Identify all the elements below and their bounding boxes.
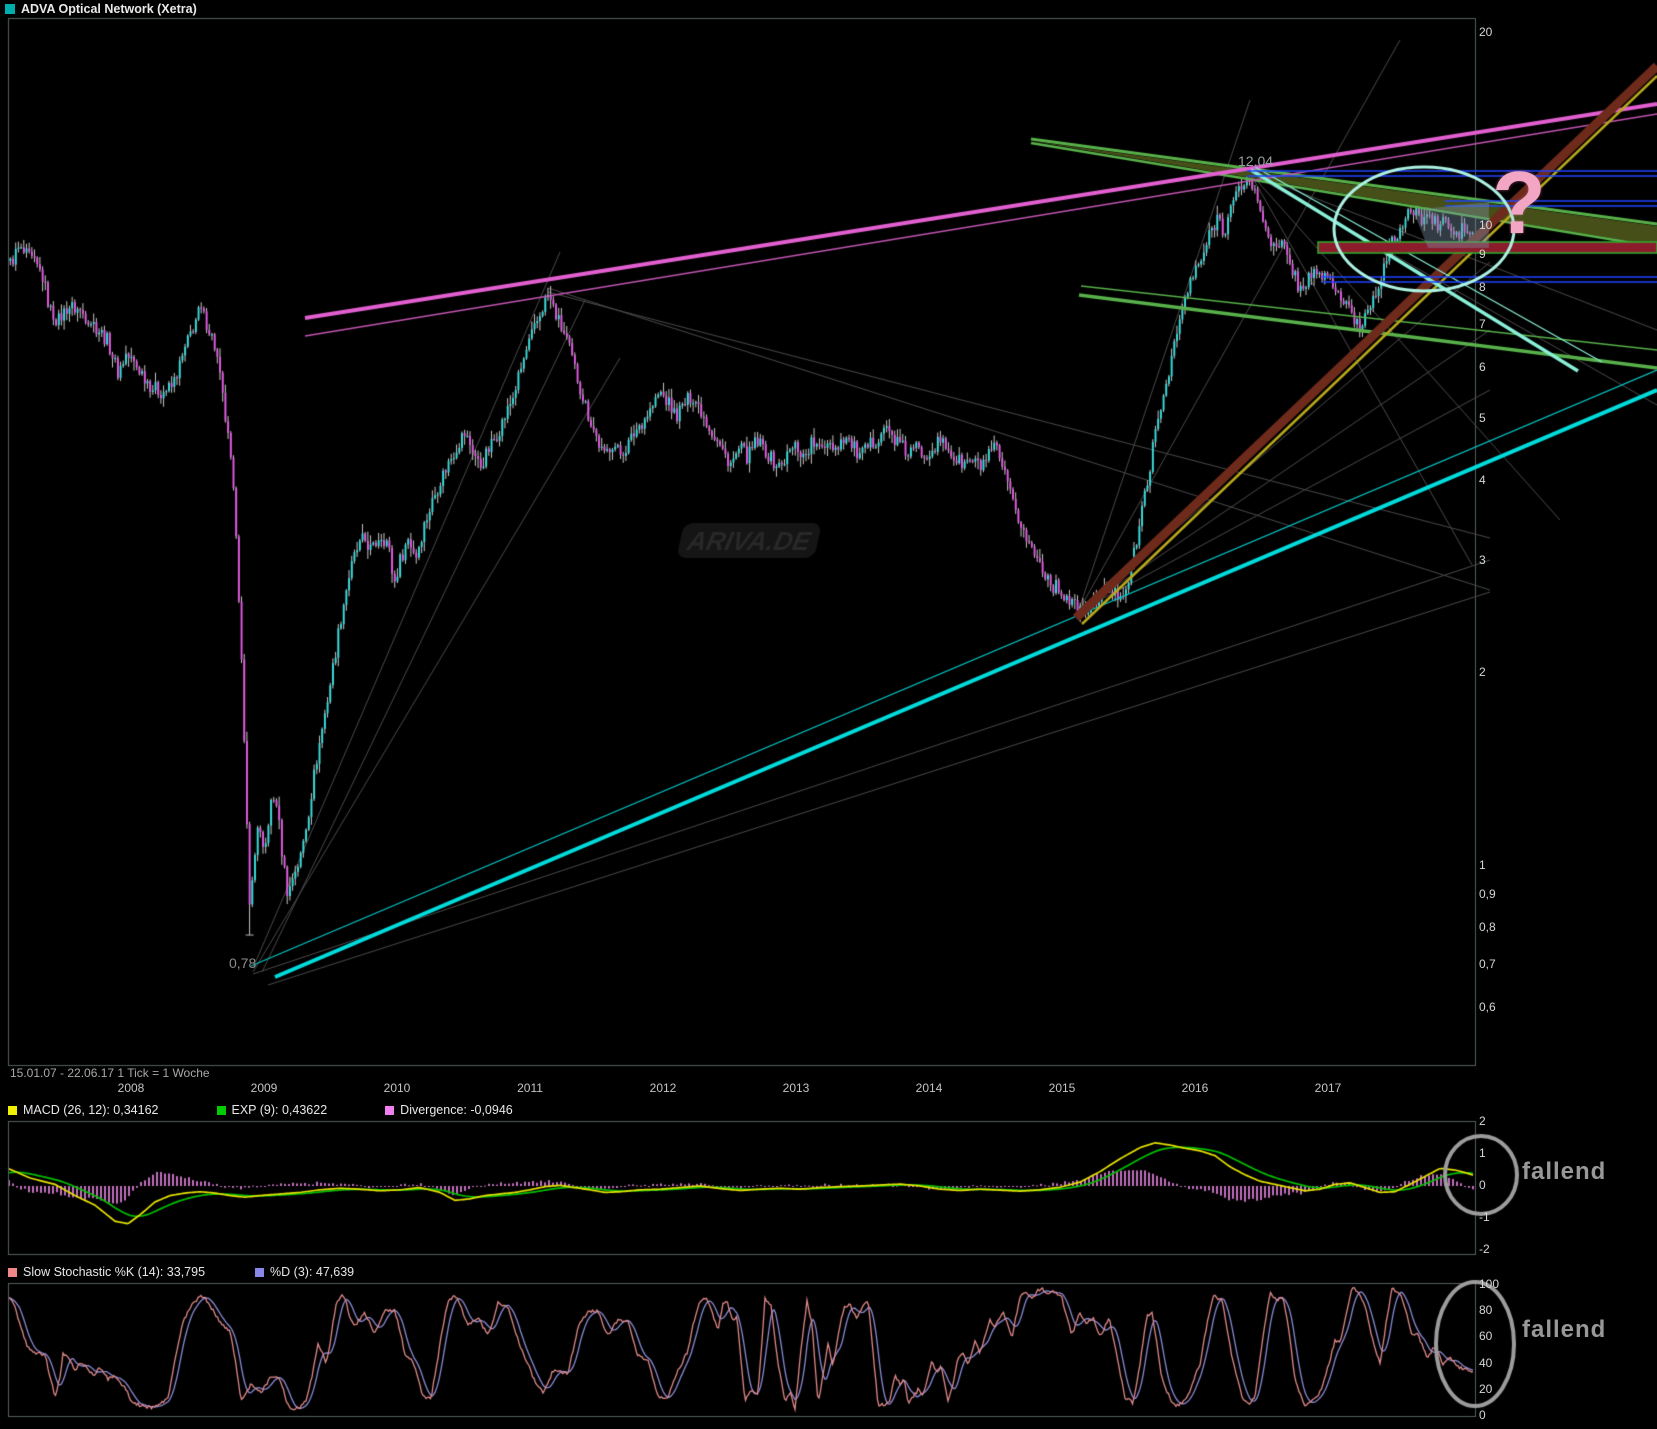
year-axis-label: 2010 <box>383 1081 411 1095</box>
price-axis-label: 3 <box>1479 552 1486 567</box>
year-axis-label: 2012 <box>649 1081 677 1095</box>
macd-axis-label: -2 <box>1479 1242 1490 1256</box>
price-axis-label: 0,7 <box>1479 957 1496 972</box>
macd-axis-label: 1 <box>1479 1146 1486 1160</box>
price-axis-label: 9 <box>1479 247 1486 262</box>
series-marker-icon <box>5 4 15 14</box>
stoch-d-legend-swatch-icon <box>255 1267 265 1277</box>
question-mark-annotation: ? <box>1492 153 1546 252</box>
high-price-annotation: 12,04 <box>1238 153 1274 169</box>
price-axis-label: 6 <box>1479 359 1486 374</box>
divergence-legend-swatch-icon <box>385 1105 395 1115</box>
year-axis-label: 2008 <box>117 1081 145 1095</box>
price-axis-label: 4 <box>1479 472 1486 487</box>
low-price-annotation: 0,78 <box>229 955 257 971</box>
macd-axis-label: -1 <box>1479 1210 1490 1224</box>
price-axis-label: 10 <box>1479 218 1493 232</box>
stoch-axis-label: 60 <box>1479 1329 1493 1344</box>
year-axis-label: 2017 <box>1314 1081 1342 1095</box>
chart-title: ADVA Optical Network (Xetra) <box>21 2 197 16</box>
stoch-d-legend-label: %D (3): 47,639 <box>270 1265 355 1279</box>
price-axis-label: 8 <box>1479 280 1486 295</box>
macd-axis-label: 0 <box>1479 1178 1486 1192</box>
macd-trend-note: fallend <box>1522 1158 1607 1185</box>
date-range-label: 15.01.07 - 22.06.17 1 Tick = 1 Woche <box>10 1066 210 1080</box>
year-axis-label: 2016 <box>1181 1081 1209 1095</box>
year-axis-label: 2015 <box>1048 1081 1076 1095</box>
year-axis-label: 2014 <box>915 1081 943 1095</box>
stoch-axis-label: 0 <box>1479 1408 1486 1422</box>
price-axis-label: 5 <box>1479 410 1486 425</box>
macd-legend-label: MACD (26, 12): 0,34162 <box>23 1103 159 1117</box>
stoch-k-legend-swatch-icon <box>8 1267 17 1277</box>
price-axis-label: 2 <box>1479 665 1486 680</box>
stoch-axis-label: 80 <box>1479 1303 1493 1318</box>
price-axis-label: 0,9 <box>1479 887 1496 902</box>
macd-axis-label: 2 <box>1479 1114 1486 1128</box>
year-axis-label: 2013 <box>782 1081 810 1095</box>
price-axis-label: 20 <box>1479 25 1493 40</box>
stoch-axis-label: 100 <box>1479 1277 1500 1291</box>
macd-legend-swatch-icon <box>8 1105 17 1115</box>
stoch-axis-label: 20 <box>1479 1381 1493 1396</box>
year-axis-label: 2009 <box>250 1081 278 1095</box>
macd-legend: MACD (26, 12): 0,34162 EXP (9): 0,43622 … <box>8 1103 513 1117</box>
stochastic-legend: Slow Stochastic %K (14): 33,795 %D (3): … <box>8 1265 354 1279</box>
year-axis-label: 2011 <box>517 1081 543 1095</box>
price-axis-label: 0,8 <box>1479 920 1496 935</box>
divergence-legend-label: Divergence: -0,0946 <box>400 1103 513 1117</box>
stoch-trend-note: fallend <box>1522 1316 1607 1343</box>
exp-legend-swatch-icon <box>216 1105 226 1115</box>
price-axis-label: 7 <box>1479 317 1486 332</box>
stoch-axis-label: 40 <box>1479 1355 1493 1370</box>
title-bar: ADVA Optical Network (Xetra) <box>5 2 197 16</box>
stoch-k-legend-label: Slow Stochastic %K (14): 33,795 <box>23 1265 206 1279</box>
price-axis-label: 0,6 <box>1479 999 1496 1014</box>
exp-legend-label: EXP (9): 0,43622 <box>231 1103 328 1117</box>
price-axis-label: 1 <box>1479 858 1486 872</box>
